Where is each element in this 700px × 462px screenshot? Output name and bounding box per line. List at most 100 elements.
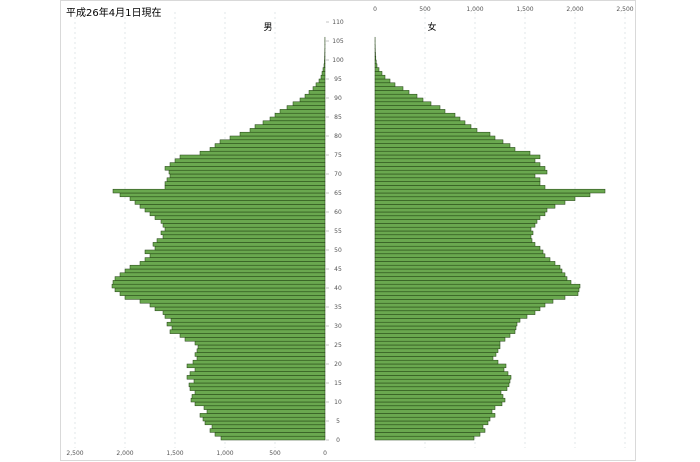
female-bar xyxy=(374,386,508,391)
female-bar xyxy=(374,280,572,285)
male-bar xyxy=(169,173,326,179)
male-bar xyxy=(144,249,326,255)
male-bar xyxy=(164,314,326,319)
male-bar xyxy=(144,207,326,213)
age-tick-label: 65 xyxy=(334,190,342,197)
male-bar xyxy=(249,128,326,133)
female-bar xyxy=(374,302,546,308)
female-bar xyxy=(374,287,580,293)
age-tick-label: 10 xyxy=(334,399,342,406)
female-bar xyxy=(374,242,536,247)
male-bar xyxy=(166,177,326,182)
male-bar xyxy=(139,261,326,266)
male-bar xyxy=(190,397,326,403)
female-bar xyxy=(374,192,591,198)
male-bar xyxy=(162,234,326,239)
male-bar xyxy=(129,264,326,270)
female-bar xyxy=(374,329,516,334)
female-bar xyxy=(374,196,576,201)
female-bar xyxy=(374,154,541,160)
male-bar xyxy=(154,306,326,312)
female-axis-tick-label: 0 xyxy=(373,6,377,13)
male-bar xyxy=(194,352,326,357)
male-bar xyxy=(214,432,326,437)
female-bar xyxy=(374,226,532,232)
male-bar xyxy=(114,276,326,281)
age-tick-label: 60 xyxy=(334,209,342,216)
male-bar xyxy=(189,386,326,391)
male-bar xyxy=(170,318,326,323)
male-bar xyxy=(196,356,326,361)
female-bar xyxy=(374,185,546,190)
female-bar xyxy=(374,215,541,220)
male-bar xyxy=(169,329,326,334)
female-bar xyxy=(374,295,566,300)
female-bar xyxy=(374,371,509,376)
male-bar xyxy=(209,147,326,152)
female-bar xyxy=(374,109,446,114)
female-bar xyxy=(374,82,396,87)
female-bar xyxy=(374,390,502,395)
female-bar xyxy=(374,435,475,441)
male-bar xyxy=(149,302,326,308)
male-bar xyxy=(112,188,326,194)
age-tick-label: 100 xyxy=(332,57,344,64)
female-bar xyxy=(374,200,566,205)
age-tick-label: 0 xyxy=(336,437,340,444)
male-bar xyxy=(192,359,326,365)
male-axis-tick-label: 1,500 xyxy=(166,450,183,457)
male-bar xyxy=(168,169,326,175)
age-tick-label: 25 xyxy=(334,342,342,349)
female-axis-tick-label: 2,500 xyxy=(616,6,633,13)
male-bar xyxy=(124,295,326,300)
female-bar xyxy=(374,223,536,228)
female-bar xyxy=(374,356,494,361)
female-bar xyxy=(374,340,501,346)
female-axis-tick-label: 1,500 xyxy=(516,6,533,13)
age-tick-label: 90 xyxy=(334,95,342,102)
male-bar xyxy=(274,112,326,118)
male-bar xyxy=(254,124,326,129)
female-bar xyxy=(374,143,511,148)
female-bar xyxy=(374,283,581,289)
male-bar xyxy=(144,257,326,262)
female-series-label: 女 xyxy=(427,21,436,33)
female-bar xyxy=(374,207,548,213)
female-bar xyxy=(374,52,376,57)
male-bar xyxy=(194,390,326,395)
male-bar xyxy=(229,135,326,141)
male-bar xyxy=(211,424,326,429)
male-bar xyxy=(171,325,326,331)
female-bar xyxy=(374,86,404,91)
age-tick-label: 35 xyxy=(334,304,342,311)
male-bar xyxy=(191,394,326,399)
female-bar xyxy=(374,264,561,270)
female-bar xyxy=(374,245,541,251)
female-bar xyxy=(374,230,534,236)
male-bar xyxy=(324,59,326,65)
male-bar xyxy=(279,109,326,114)
male-axis-tick-label: 500 xyxy=(269,450,281,457)
female-bar xyxy=(374,139,504,144)
female-bar xyxy=(374,405,496,410)
female-bar xyxy=(374,71,383,76)
female-bar xyxy=(374,409,493,414)
age-tick-label: 20 xyxy=(334,361,342,368)
female-bar xyxy=(374,59,377,65)
female-bar xyxy=(374,318,521,323)
male-bar xyxy=(134,200,326,205)
age-tick-label: 75 xyxy=(334,152,342,159)
male-bar xyxy=(162,223,326,228)
female-bar xyxy=(374,367,505,372)
age-tick-label: 30 xyxy=(334,323,342,330)
female-bar xyxy=(374,150,531,156)
male-bar xyxy=(193,378,326,384)
male-bar xyxy=(206,409,326,414)
female-bar xyxy=(374,359,499,365)
male-bar xyxy=(154,245,326,251)
female-bar xyxy=(374,401,503,407)
female-bar xyxy=(374,344,501,350)
female-bar xyxy=(374,78,391,84)
male-bar xyxy=(199,413,326,418)
